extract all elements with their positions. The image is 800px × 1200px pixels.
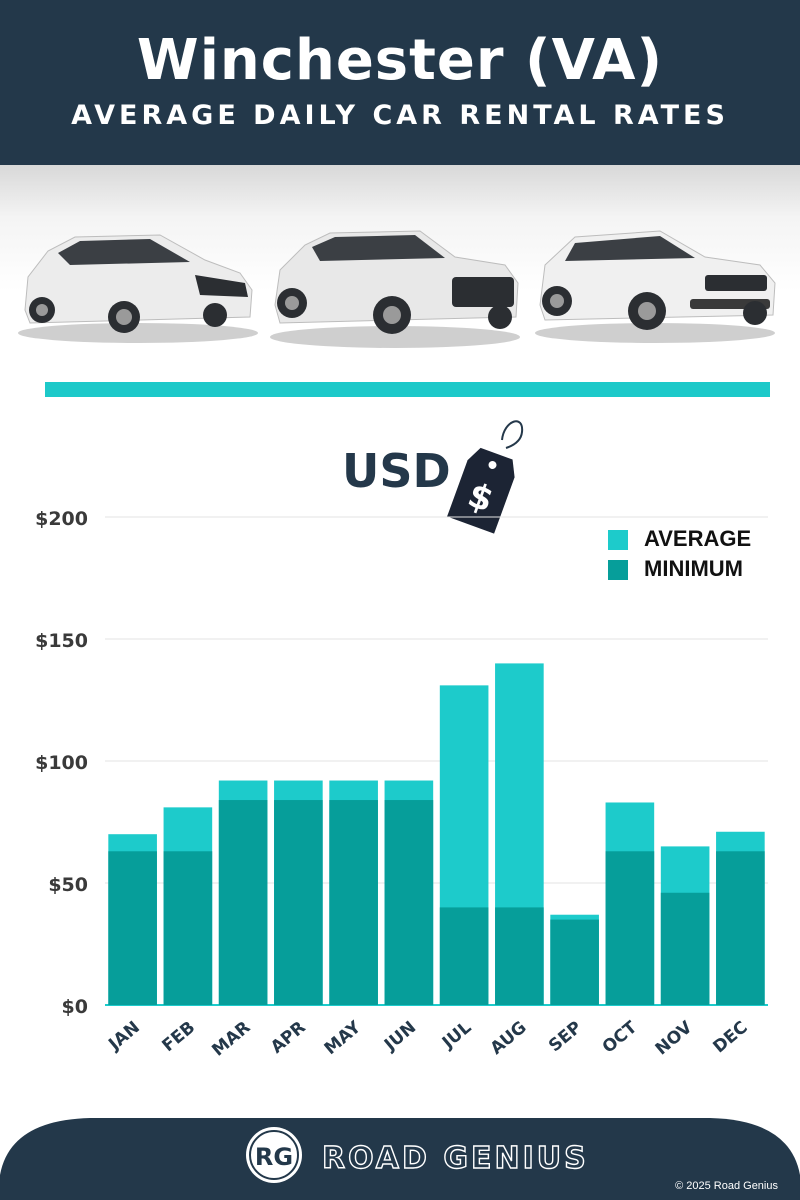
x-tick-label: NOV <box>652 1017 697 1059</box>
bar-minimum <box>163 851 213 1005</box>
rental-rate-bar-chart: $0 $50 $100 $150 $200 JAN FEB MAR APR MAY JUN JUL AU… <box>35 508 768 1061</box>
footer: RG ROAD GENIUS <box>0 1115 800 1200</box>
x-tick-label: JUN <box>380 1018 420 1056</box>
currency-label: USD <box>342 444 451 498</box>
x-tick-label: MAY <box>321 1017 366 1059</box>
legend-label-average: AVERAGE <box>644 526 752 551</box>
car-photos <box>0 165 800 375</box>
bar-minimum <box>384 800 434 1005</box>
legend-label-minimum: MINIMUM <box>644 556 743 581</box>
bar-minimum <box>218 800 268 1005</box>
x-tick-label: OCT <box>599 1017 642 1057</box>
page-subtitle: AVERAGE DAILY CAR RENTAL RATES <box>71 100 729 131</box>
x-tick-label: MAR <box>208 1018 254 1061</box>
logo-badge <box>246 1127 302 1183</box>
bar-minimum <box>550 919 599 1005</box>
y-tick-label: $50 <box>48 874 88 896</box>
bar-minimum <box>605 851 655 1005</box>
y-tick-label: $100 <box>35 752 88 774</box>
x-tick-label: FEB <box>159 1018 200 1057</box>
luxury-suv-car-icon <box>535 230 776 343</box>
section-divider <box>45 382 770 397</box>
legend-swatch-average <box>608 530 628 550</box>
y-tick-label: $200 <box>35 508 88 530</box>
suv-car-icon <box>270 230 520 348</box>
x-tick-label: DEC <box>709 1018 751 1058</box>
x-tick-label: APR <box>267 1018 310 1058</box>
x-tick-label: AUG <box>487 1018 531 1059</box>
hatchback-car-icon <box>18 234 258 343</box>
bar-minimum <box>716 851 765 1005</box>
copyright: © 2025 Road Genius <box>675 1180 778 1192</box>
bar-minimum <box>108 851 157 1005</box>
bar-minimum <box>439 907 489 1005</box>
y-tick-label: $0 <box>62 996 88 1018</box>
bar-minimum <box>329 800 378 1005</box>
legend-swatch-minimum <box>608 560 628 580</box>
x-tick-label: JUL <box>438 1017 475 1053</box>
x-tick-label: SEP <box>545 1018 586 1057</box>
bar-minimum <box>660 892 710 1005</box>
header-banner: Winchester (VA) AVERAGE DAILY CAR RENTAL… <box>0 0 800 165</box>
bar-minimum <box>274 800 323 1005</box>
bar-minimum <box>495 907 544 1005</box>
x-tick-label: JAN <box>104 1018 143 1056</box>
y-tick-label: $150 <box>35 630 88 652</box>
logo-letters: RG <box>255 1143 293 1171</box>
page-title: Winchester (VA) <box>136 28 664 93</box>
brand-name: ROAD GENIUS <box>322 1141 589 1176</box>
price-tag-icon: $ <box>447 420 524 534</box>
